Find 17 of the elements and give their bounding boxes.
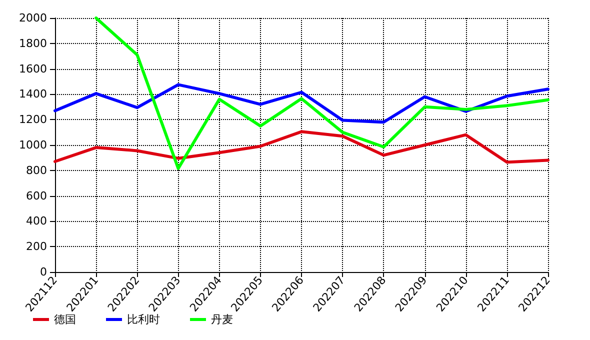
y-tick-label: 1400 (19, 88, 47, 101)
legend-label: 德国 (54, 313, 76, 326)
y-tick-label: 200 (26, 240, 47, 254)
y-tick-label: 600 (26, 189, 47, 202)
legend-label: 比利时 (127, 313, 160, 326)
legend-label: 丹麦 (211, 313, 233, 326)
y-tick-label: 1000 (19, 138, 47, 152)
y-tick-label: 800 (26, 164, 47, 177)
line-series (54, 130, 550, 164)
y-tick-label: 1800 (19, 36, 47, 50)
y-tick-label: 1600 (19, 62, 47, 76)
y-tick-label: 400 (26, 214, 47, 228)
line-series (94, 16, 550, 170)
y-tick-label: 2000 (19, 12, 47, 24)
y-tick-label: 1200 (19, 113, 47, 126)
line-series (54, 83, 550, 124)
y-tick-label: 0 (40, 266, 47, 278)
